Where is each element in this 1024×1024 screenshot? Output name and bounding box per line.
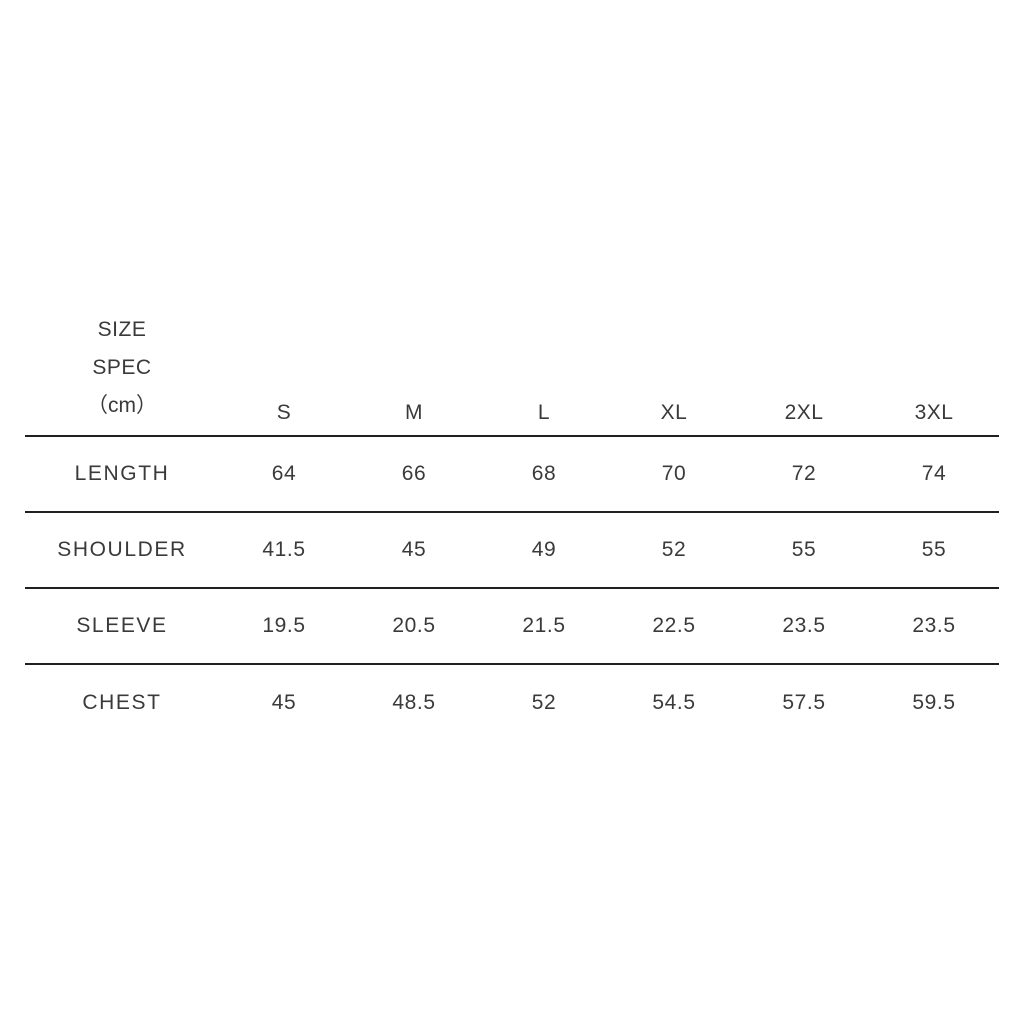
cell-sleeve-2xl: 23.5 xyxy=(739,587,869,664)
cell-sleeve-l: 21.5 xyxy=(479,587,609,664)
cell-length-xl: 70 xyxy=(609,435,739,512)
cell-shoulder-xl: 52 xyxy=(609,511,739,588)
cell-shoulder-m: 45 xyxy=(349,511,479,588)
cell-length-s: 64 xyxy=(219,435,349,512)
cell-sleeve-m: 20.5 xyxy=(349,587,479,664)
cell-shoulder-2xl: 55 xyxy=(739,511,869,588)
cell-sleeve-xl: 22.5 xyxy=(609,587,739,664)
spec-header-line-unit: （cm） xyxy=(87,394,157,417)
cell-shoulder-s: 41.5 xyxy=(219,511,349,588)
cell-sleeve-s: 19.5 xyxy=(219,587,349,664)
cell-length-3xl: 74 xyxy=(869,435,999,512)
table-row: SHOULDER 41.5 45 49 52 55 55 xyxy=(25,511,999,588)
spec-header-line-size: SIZE xyxy=(97,318,147,341)
cell-chest-xl: 54.5 xyxy=(609,663,739,741)
cell-chest-2xl: 57.5 xyxy=(739,663,869,741)
size-spec-table: SIZE SPEC （cm） S M L XL 2XL 3XL LENGTH 6… xyxy=(25,296,999,741)
cell-chest-l: 52 xyxy=(479,663,609,741)
table-row: LENGTH 64 66 68 70 72 74 xyxy=(25,435,999,512)
row-label-length: LENGTH xyxy=(25,435,219,512)
cell-length-2xl: 72 xyxy=(739,435,869,512)
column-header-xl: XL xyxy=(660,401,688,424)
column-header-s: S xyxy=(276,401,292,424)
cell-chest-3xl: 59.5 xyxy=(869,663,999,741)
column-header-3xl: 3XL xyxy=(914,401,954,424)
spec-header-line-spec: SPEC xyxy=(92,356,152,379)
cell-shoulder-3xl: 55 xyxy=(869,511,999,588)
table-row: CHEST 45 48.5 52 54.5 57.5 59.5 xyxy=(25,663,999,741)
cell-chest-s: 45 xyxy=(219,663,349,741)
row-label-shoulder: SHOULDER xyxy=(25,511,219,588)
row-label-sleeve: SLEEVE xyxy=(25,587,219,664)
cell-sleeve-3xl: 23.5 xyxy=(869,587,999,664)
table-header-row: SIZE SPEC （cm） S M L XL 2XL 3XL xyxy=(25,296,999,436)
cell-shoulder-l: 49 xyxy=(479,511,609,588)
table-row: SLEEVE 19.5 20.5 21.5 22.5 23.5 23.5 xyxy=(25,587,999,664)
cell-length-m: 66 xyxy=(349,435,479,512)
column-header-l: L xyxy=(537,401,551,424)
column-header-2xl: 2XL xyxy=(784,401,824,424)
cell-chest-m: 48.5 xyxy=(349,663,479,741)
cell-length-l: 68 xyxy=(479,435,609,512)
column-header-m: M xyxy=(405,401,423,424)
size-chart-container: SIZE SPEC （cm） S M L XL 2XL 3XL LENGTH 6… xyxy=(25,296,999,741)
row-label-chest: CHEST xyxy=(25,663,219,741)
spec-header-cell: SIZE SPEC （cm） xyxy=(25,296,219,436)
